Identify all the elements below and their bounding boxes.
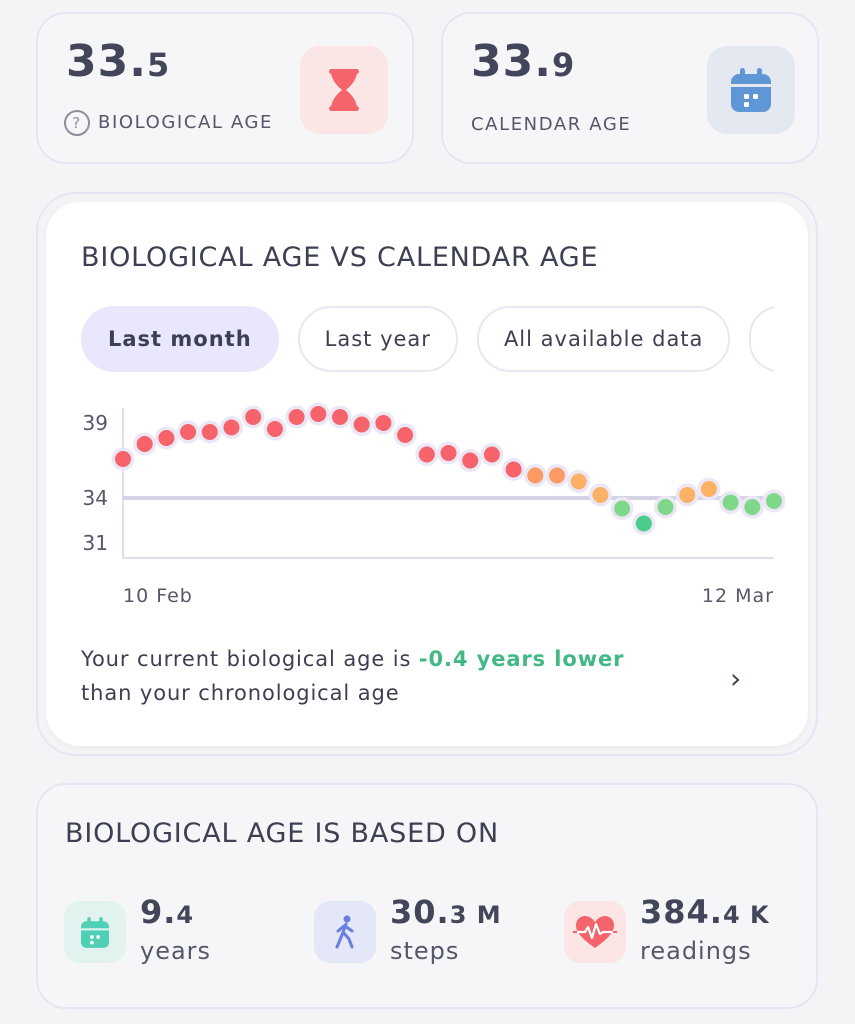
based-on-title: BIOLOGICAL AGE IS BASED ON <box>65 818 499 849</box>
data-point[interactable] <box>263 417 287 441</box>
data-point[interactable] <box>610 497 634 520</box>
data-point[interactable] <box>306 402 330 426</box>
calendar-age-card[interactable]: 33.9 CALENDAR AGE <box>441 12 819 164</box>
tab-last-month[interactable]: Last month <box>81 306 279 372</box>
readings-unit: readings <box>640 937 752 965</box>
heart-rate-tile <box>564 901 626 963</box>
data-point[interactable] <box>393 423 417 447</box>
data-point[interactable] <box>719 491 743 514</box>
walking-tile <box>314 901 376 963</box>
calendar-age-value: 33.9 <box>471 36 576 87</box>
data-point[interactable] <box>220 416 243 439</box>
y-tick-label: 39 <box>83 411 108 435</box>
data-point[interactable] <box>740 495 764 519</box>
data-point[interactable] <box>154 426 178 450</box>
data-point[interactable] <box>437 441 460 465</box>
data-point[interactable] <box>350 413 374 436</box>
time-range-tabs: Last month Last year All available data <box>81 306 774 376</box>
biological-age-value: 33.5 <box>66 36 171 87</box>
calendar-tile <box>707 46 795 134</box>
tab-all-available-data[interactable]: All available data <box>476 306 731 372</box>
walking-icon <box>335 915 354 949</box>
data-point[interactable] <box>480 443 504 466</box>
data-point[interactable] <box>567 470 591 493</box>
steps-value: 30.3 M <box>390 893 502 931</box>
data-point[interactable] <box>285 405 309 429</box>
y-tick-label: 31 <box>83 531 108 555</box>
hourglass-tile <box>300 46 388 134</box>
data-point[interactable] <box>415 443 439 466</box>
data-point[interactable] <box>458 449 482 472</box>
readings-value: 384.4 K <box>640 893 770 931</box>
hourglass-icon <box>329 69 359 111</box>
data-point[interactable] <box>328 405 352 429</box>
based-on-card: BIOLOGICAL AGE IS BASED ON 9.4 years 30.… <box>36 783 818 1009</box>
data-point[interactable] <box>523 464 547 487</box>
help-icon[interactable]: ? <box>64 110 90 136</box>
steps-unit: steps <box>390 937 460 965</box>
data-point[interactable] <box>675 483 699 507</box>
summary-suffix: than your chronological age <box>81 681 400 705</box>
data-point[interactable] <box>545 464 569 487</box>
calendar-icon <box>731 68 771 112</box>
data-point[interactable] <box>697 477 721 501</box>
data-point[interactable] <box>133 432 157 456</box>
years-value: 9.4 <box>140 893 195 931</box>
biological-age-label: ? BIOLOGICAL AGE <box>64 110 273 136</box>
calendar-age-label: CALENDAR AGE <box>471 114 632 135</box>
data-point[interactable] <box>632 512 656 535</box>
summary-highlight: -0.4 years lower <box>418 647 625 671</box>
biological-age-card[interactable]: 33.5 ? BIOLOGICAL AGE <box>36 12 414 164</box>
chevron-right-icon[interactable]: › <box>730 662 742 695</box>
data-point[interactable] <box>371 411 395 435</box>
years-unit: years <box>140 937 212 965</box>
tab-more[interactable] <box>749 306 774 372</box>
age-chart: 39 34 31 10 Feb 12 Mar <box>83 402 786 607</box>
heart-rate-icon <box>573 916 617 948</box>
bio-vs-calendar-chart-card[interactable]: BIOLOGICAL AGE VS CALENDAR AGE Last mont… <box>46 202 808 746</box>
chart-summary: Your current biological age is -0.4 year… <box>81 642 624 710</box>
data-point[interactable] <box>111 447 135 471</box>
data-point[interactable] <box>198 420 222 444</box>
data-point[interactable] <box>588 483 612 507</box>
y-tick-label: 34 <box>83 486 108 510</box>
calendar-icon <box>81 916 109 948</box>
data-point[interactable] <box>241 405 265 429</box>
tab-last-year[interactable]: Last year <box>297 306 458 372</box>
summary-prefix: Your current biological age is <box>81 647 419 671</box>
x-tick-label: 12 Mar <box>702 585 774 607</box>
data-point[interactable] <box>654 495 677 519</box>
data-point[interactable] <box>762 489 786 513</box>
chart-title: BIOLOGICAL AGE VS CALENDAR AGE <box>81 242 599 273</box>
data-point[interactable] <box>502 458 526 481</box>
calendar-tile <box>64 901 126 963</box>
data-point[interactable] <box>176 420 200 444</box>
x-tick-label: 10 Feb <box>123 585 193 607</box>
